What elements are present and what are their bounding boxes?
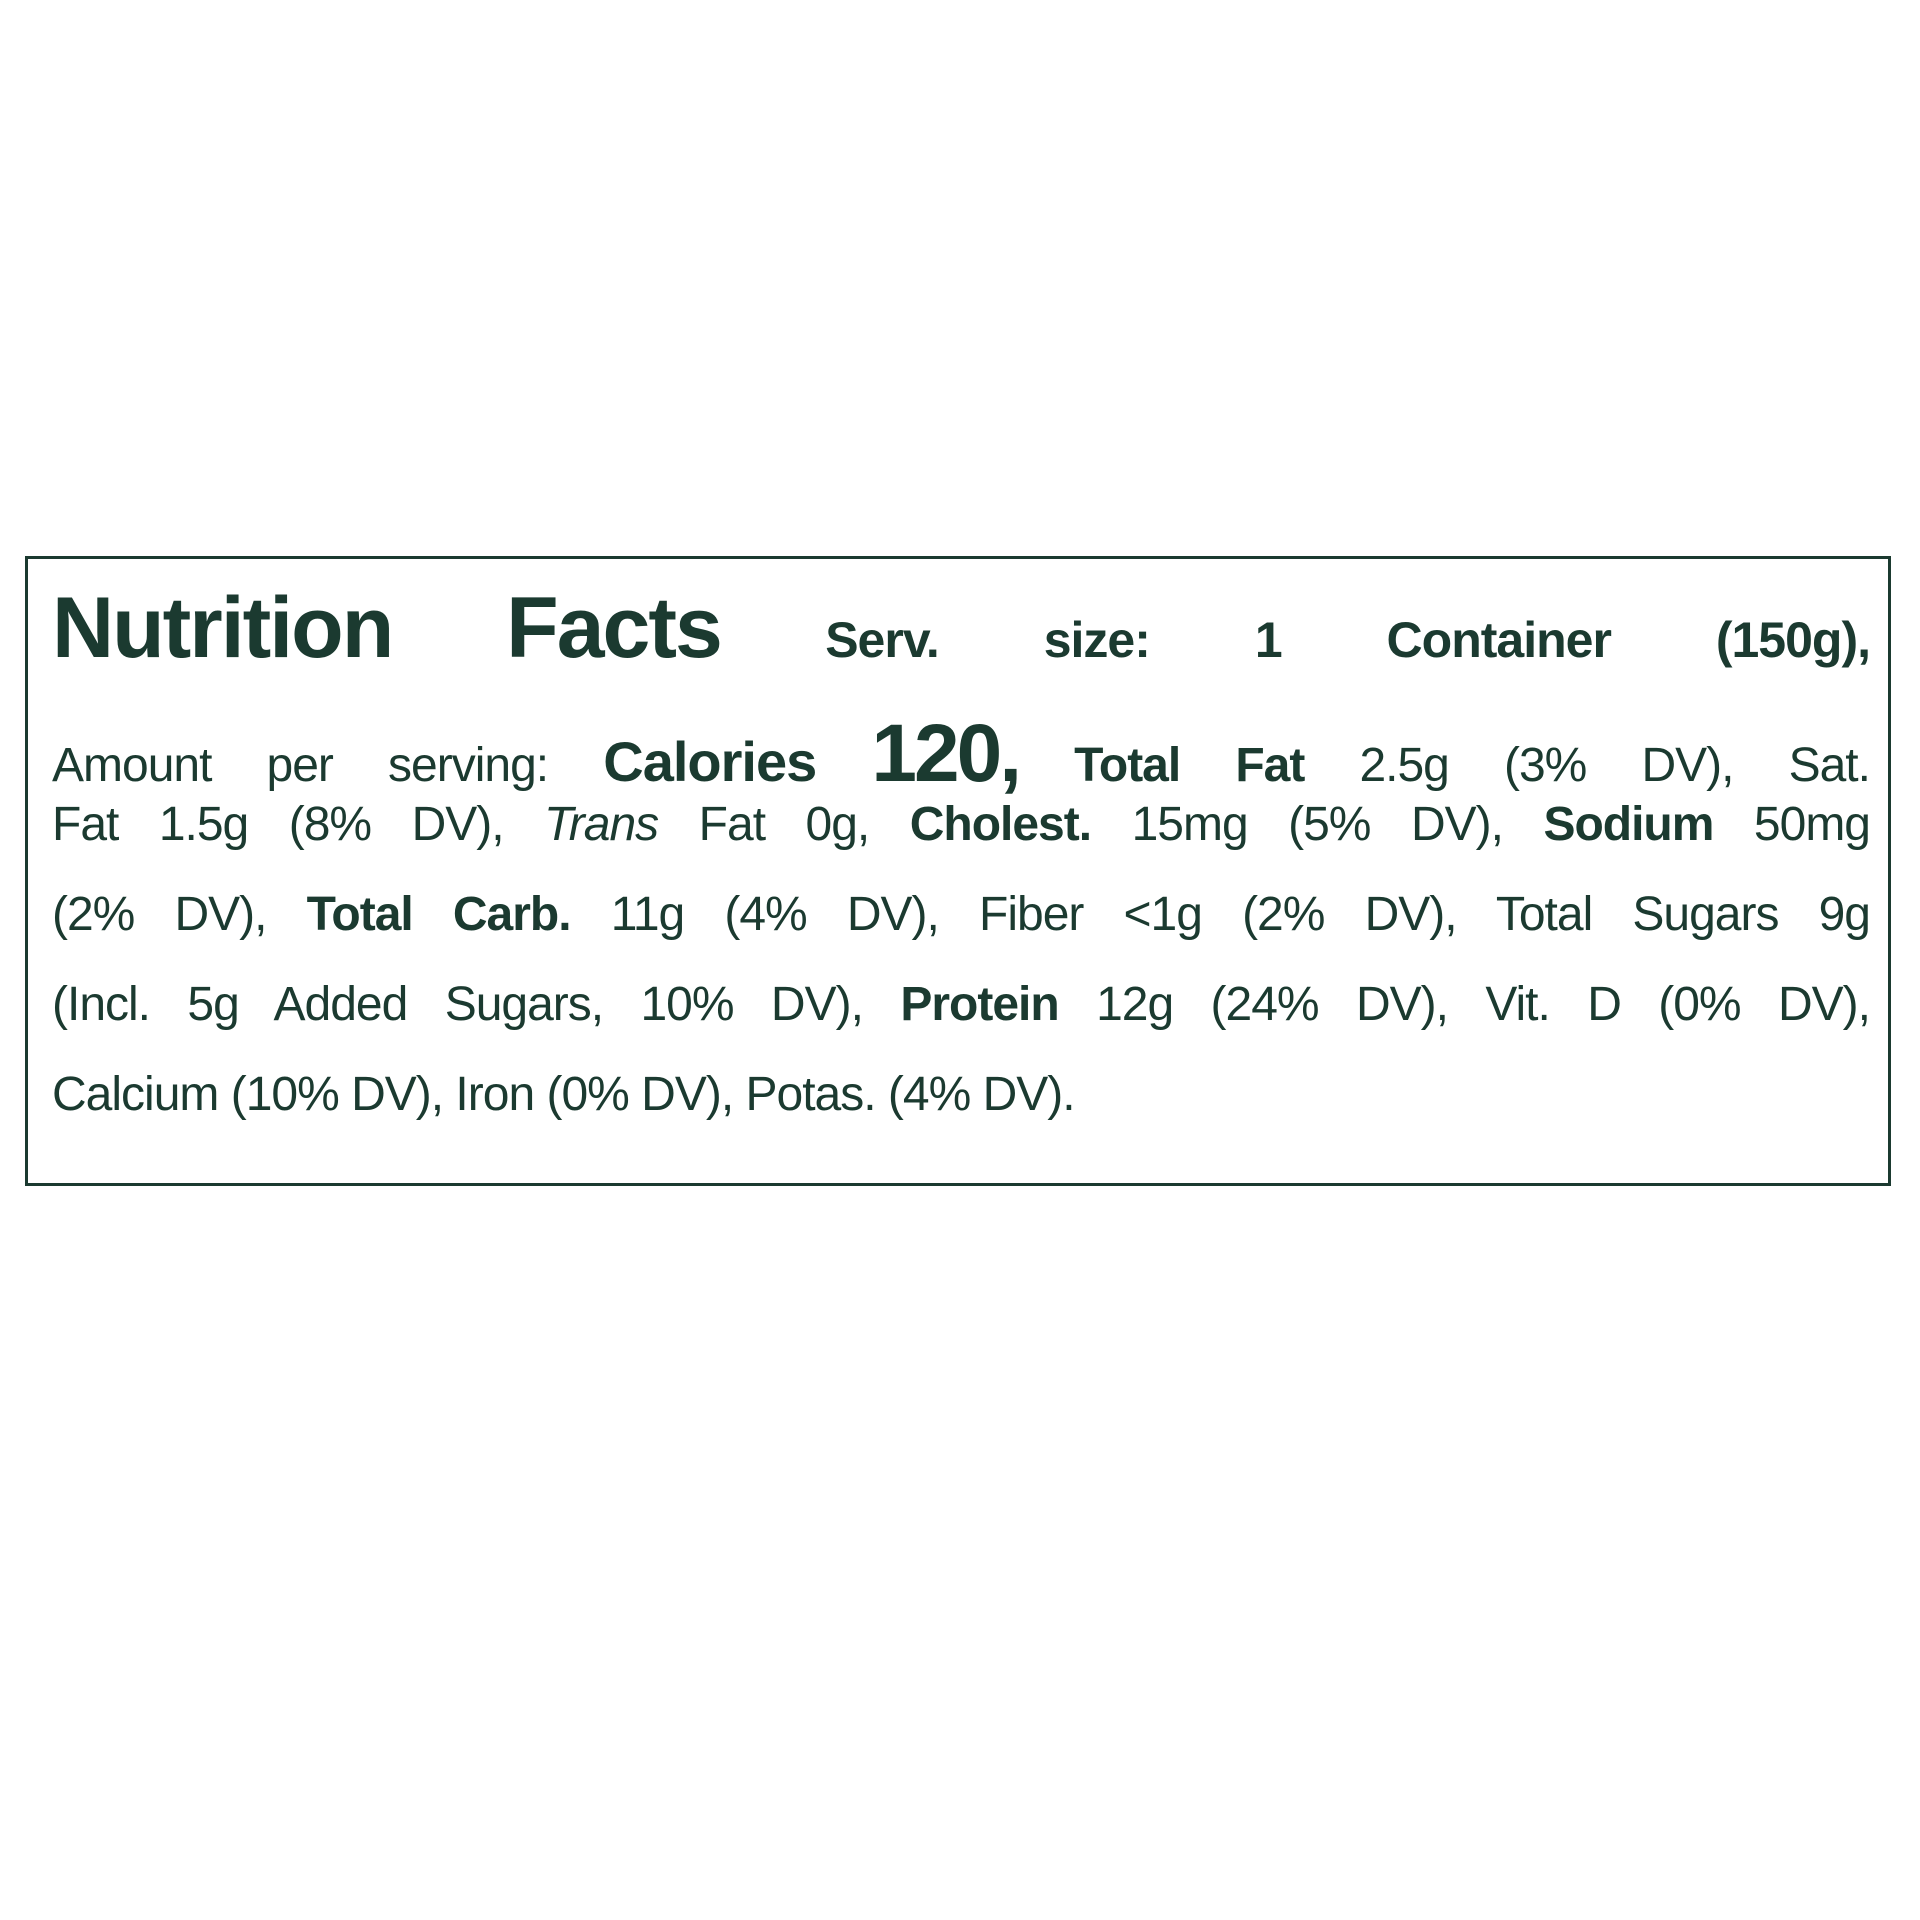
cholesterol-value: 15mg (5% DV), bbox=[1131, 798, 1504, 851]
total-fat-value: 2.5g (3% DV), Sat. bbox=[1359, 739, 1871, 792]
title: Nutrition Facts bbox=[52, 580, 723, 676]
trans-label: Trans bbox=[544, 798, 659, 851]
carb-values: 11g (4% DV), Fiber <1g (2% DV), Total Su… bbox=[610, 888, 1871, 941]
minerals-values: Calcium (10% DV), Iron (0% DV), Potas. (… bbox=[52, 1068, 1076, 1121]
nutrition-facts-panel: Nutrition Facts Serv. size: 1 Container … bbox=[25, 556, 1891, 1186]
added-sugars: (Incl. 5g Added Sugars, 10% DV), bbox=[52, 978, 864, 1031]
title-line: Nutrition Facts Serv. size: 1 Container … bbox=[52, 579, 1871, 678]
cholesterol-label: Cholest. bbox=[909, 798, 1092, 851]
total-fat-label: Total Fat bbox=[1074, 739, 1305, 792]
calories-value: 120, bbox=[871, 708, 1022, 799]
calories-line: Amount per serving: Calories 120, Total … bbox=[52, 707, 1871, 801]
sodium-dv: (2% DV), bbox=[52, 888, 267, 941]
sodium-value: 50mg bbox=[1753, 798, 1871, 851]
fat-line: Fat 1.5g (8% DV), Trans Fat 0g, Cholest.… bbox=[52, 797, 1871, 852]
carb-line: (2% DV), Total Carb. 11g (4% DV), Fiber … bbox=[52, 887, 1871, 942]
protein-label: Protein bbox=[900, 978, 1059, 1031]
protein-line: (Incl. 5g Added Sugars, 10% DV), Protein… bbox=[52, 977, 1871, 1032]
protein-values: 12g (24% DV), Vit. D (0% DV), bbox=[1096, 978, 1871, 1031]
sodium-label: Sodium bbox=[1543, 798, 1714, 851]
total-carb-label: Total Carb. bbox=[306, 888, 572, 941]
serving-size: Serv. size: 1 Container (150g), bbox=[825, 612, 1871, 668]
calories-label: Calories bbox=[603, 730, 817, 793]
trans-fat-value: Fat 0g, bbox=[698, 798, 871, 851]
minerals-line: Calcium (10% DV), Iron (0% DV), Potas. (… bbox=[52, 1067, 1870, 1122]
sat-fat-value: Fat 1.5g (8% DV), bbox=[52, 798, 505, 851]
amount-per-serving: Amount per serving: bbox=[52, 739, 549, 792]
